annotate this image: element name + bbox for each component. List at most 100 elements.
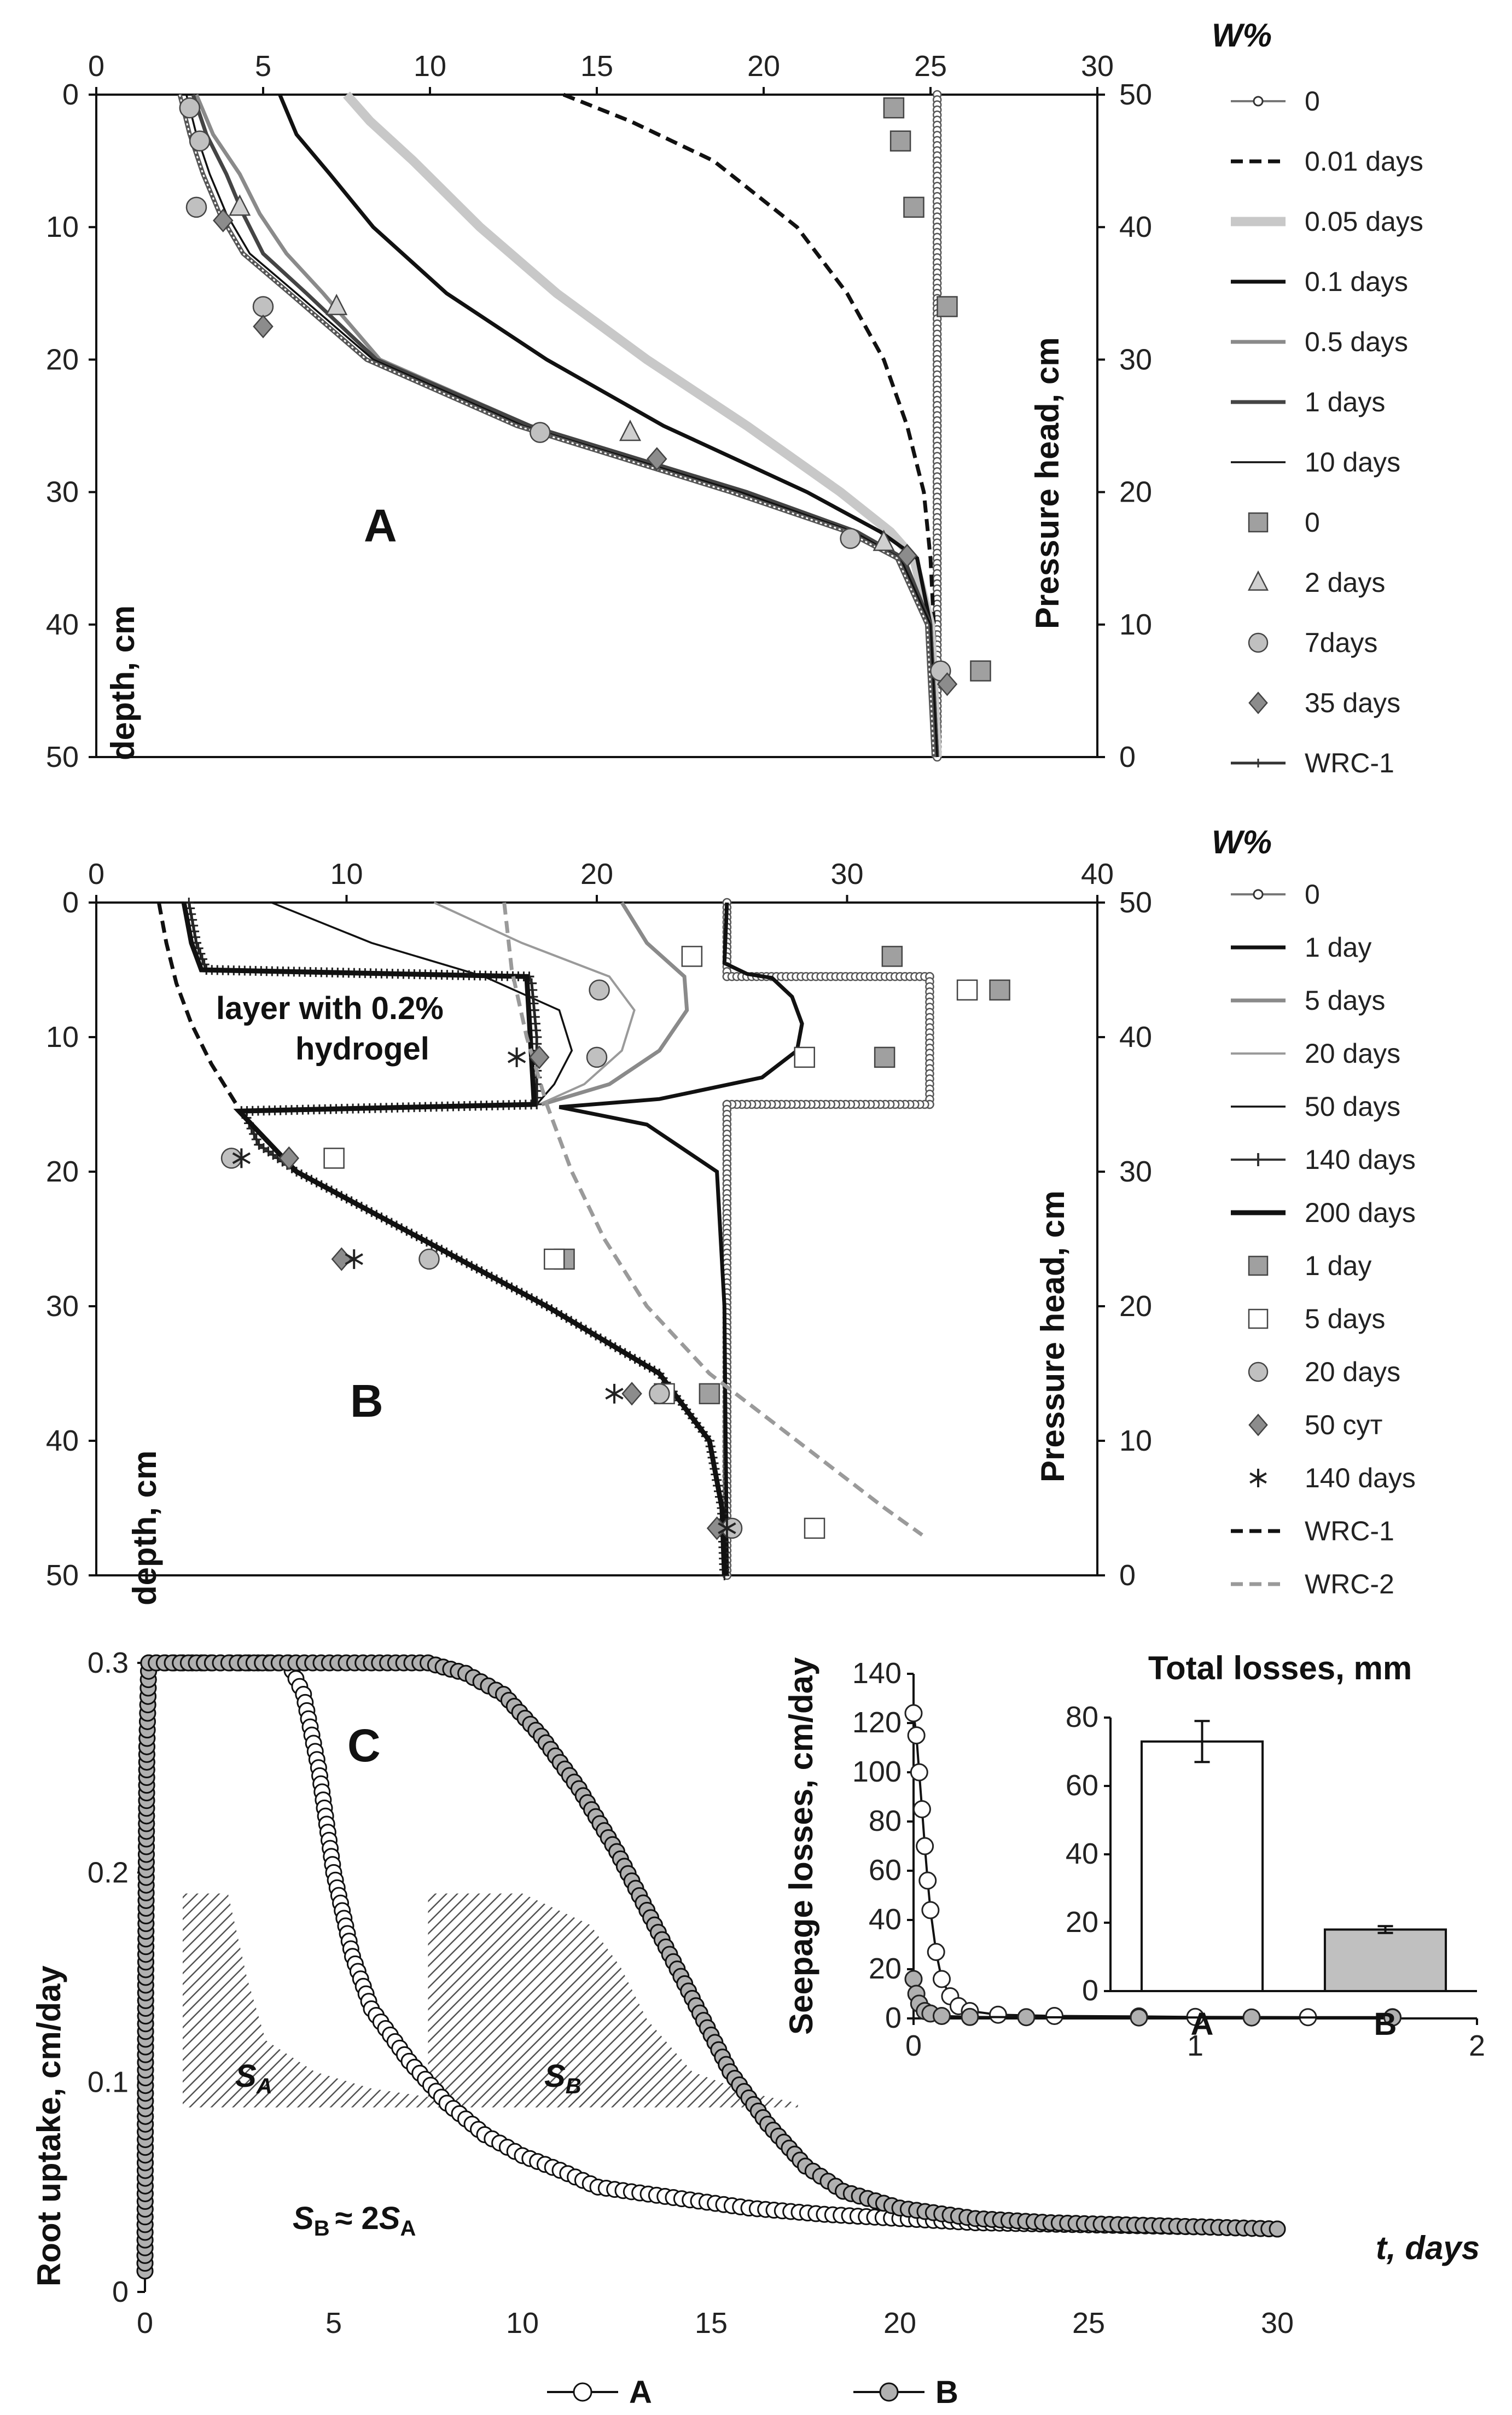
shaded-area-a-subscript: A bbox=[256, 2074, 272, 2098]
marker-140-days-stroke bbox=[718, 1522, 736, 1534]
seepage-series-a-marker bbox=[904, 1704, 923, 1722]
seepage-x-tick-label: 0 bbox=[905, 2029, 922, 2062]
legend-label: 0.01 days bbox=[1305, 146, 1423, 177]
marker-0 bbox=[889, 130, 911, 152]
y-tick-label: 40 bbox=[46, 608, 79, 641]
series-wrc-1-line-inner bbox=[179, 94, 935, 758]
marker-0 bbox=[937, 296, 958, 317]
y-tick-label: 30 bbox=[46, 1290, 79, 1323]
legend-label: 0.05 days bbox=[1305, 206, 1423, 237]
panel-b-series bbox=[156, 898, 934, 1580]
legend-label: 0 bbox=[1305, 507, 1320, 538]
y-tick-label: 30 bbox=[46, 476, 79, 509]
marker-7days bbox=[252, 296, 274, 317]
marker-2-days bbox=[873, 529, 895, 551]
panel-a-plot-frame bbox=[95, 94, 1098, 758]
legend-marker-35-days bbox=[1248, 691, 1268, 714]
marker-140-days bbox=[345, 1249, 363, 1269]
seepage-x-tick-label: 1 bbox=[1187, 2029, 1203, 2062]
marker-50- bbox=[529, 1045, 550, 1069]
legend-label: 50 сут bbox=[1305, 1410, 1383, 1440]
shaded-area-a-label: SA bbox=[235, 2058, 272, 2098]
seepage-series-a-marker bbox=[933, 1970, 951, 1988]
panel-a-markers bbox=[179, 97, 991, 696]
x-tick-label: 40 bbox=[1081, 858, 1114, 891]
legend-label: 140 days bbox=[1305, 1463, 1416, 1493]
legend-marker-1-day bbox=[1248, 1255, 1269, 1276]
c-x-tick-label: 30 bbox=[1261, 2307, 1294, 2340]
y-tick-label: 50 bbox=[46, 1559, 79, 1592]
series-1-day-line bbox=[559, 902, 804, 1576]
legend-marker-0 bbox=[1248, 512, 1269, 533]
panel-a-series bbox=[177, 90, 942, 762]
y-tick-label: 10 bbox=[46, 1021, 79, 1054]
legend-label: 140 days bbox=[1305, 1144, 1416, 1175]
total-y-tick-label: 20 bbox=[1066, 1906, 1098, 1939]
legend-label: 20 days bbox=[1305, 1038, 1400, 1069]
c-x-tick-label: 0 bbox=[137, 2307, 153, 2340]
marker-2-days bbox=[619, 420, 642, 441]
legend-line-0-marker bbox=[1253, 889, 1264, 900]
series-5-days-line bbox=[541, 901, 689, 1107]
seepage-y-tick-label: 40 bbox=[869, 1903, 902, 1936]
legend-label: WRC-1 bbox=[1305, 1516, 1394, 1546]
series-1-days-line bbox=[191, 94, 939, 758]
total-category-label: B bbox=[1374, 2006, 1397, 2042]
legend-label: 10 days bbox=[1305, 447, 1400, 478]
marker-5-days bbox=[323, 1148, 345, 1169]
marker-140-days bbox=[507, 1047, 526, 1067]
legend-label: 1 day bbox=[1305, 932, 1371, 963]
x-tick-label: 15 bbox=[580, 50, 613, 83]
marker-1-day bbox=[881, 946, 903, 967]
series-wrc-1-line bbox=[177, 94, 937, 758]
x-tick-label: 20 bbox=[747, 50, 780, 83]
legend-label: WRC-2 bbox=[1305, 1569, 1394, 1599]
total-losses-title: Total losses, mm bbox=[1148, 1650, 1412, 1686]
total-y-tick-label: 0 bbox=[1082, 1974, 1098, 2007]
right-tick-label: 40 bbox=[1119, 1021, 1152, 1054]
shaded-area-b bbox=[428, 1893, 798, 2108]
panel-c-y-axis-label: Root uptake, cm/day bbox=[31, 1965, 67, 2286]
series-20-days-line bbox=[433, 901, 636, 1105]
legend-label: 1 days bbox=[1305, 387, 1385, 417]
legend-label: 0 bbox=[1305, 86, 1320, 117]
relation-rhs-sub: A bbox=[400, 2216, 416, 2241]
marker-140-days bbox=[718, 1518, 736, 1538]
x-tick-label: 25 bbox=[914, 50, 947, 83]
area-relation-note: SB ≈ 2SA bbox=[293, 2201, 416, 2241]
seepage-inset-axes: 0 20 40 60 80 100 120 140 0 1 2 bbox=[852, 1657, 1485, 2062]
marker-50- bbox=[331, 1247, 352, 1271]
legend-label: 1 day bbox=[1305, 1250, 1371, 1281]
legend-marker-20-days bbox=[1248, 1361, 1269, 1382]
total-y-tick-label: 60 bbox=[1066, 1769, 1098, 1802]
shaded-area-b-letter: S bbox=[544, 2058, 566, 2094]
seepage-y-tick-label: 80 bbox=[869, 1805, 902, 1837]
marker-5-days bbox=[794, 1046, 815, 1068]
seepage-series-b-marker bbox=[1383, 2008, 1401, 2027]
seepage-y-tick-label: 120 bbox=[852, 1706, 902, 1739]
series-0-line bbox=[725, 903, 931, 1575]
seepage-series-a-marker bbox=[918, 1871, 937, 1890]
legend-label: 0.1 days bbox=[1305, 266, 1408, 297]
x-tick-label: 10 bbox=[330, 858, 363, 891]
relation-approx: ≈ 2 bbox=[335, 2201, 379, 2236]
c-x-tick-label: 5 bbox=[325, 2307, 342, 2340]
series-wrc-2-line bbox=[502, 902, 923, 1537]
marker-5-days bbox=[681, 946, 703, 967]
marker-2-days bbox=[229, 194, 251, 216]
legend-marker-2-days bbox=[1247, 570, 1269, 591]
seepage-series-a-marker bbox=[989, 2005, 1007, 2024]
relation-lhs: S bbox=[293, 2201, 314, 2236]
legend-marker-b bbox=[879, 2382, 899, 2402]
seepage-y-tick-label: 20 bbox=[869, 1952, 902, 1985]
panel-a-depth-axis-label: depth, cm bbox=[104, 606, 141, 760]
seepage-series-b-marker bbox=[933, 2007, 951, 2025]
x-tick-label: 0 bbox=[88, 50, 104, 83]
legend-label: 7days bbox=[1305, 627, 1377, 658]
legend-label: 5 days bbox=[1305, 1303, 1385, 1334]
panel-a-ticks: 0 5 10 15 20 25 30 0 10 20 30 40 50 50 40 30 20 10 0 bbox=[46, 50, 1152, 773]
total-y-tick-label: 80 bbox=[1066, 1701, 1098, 1733]
